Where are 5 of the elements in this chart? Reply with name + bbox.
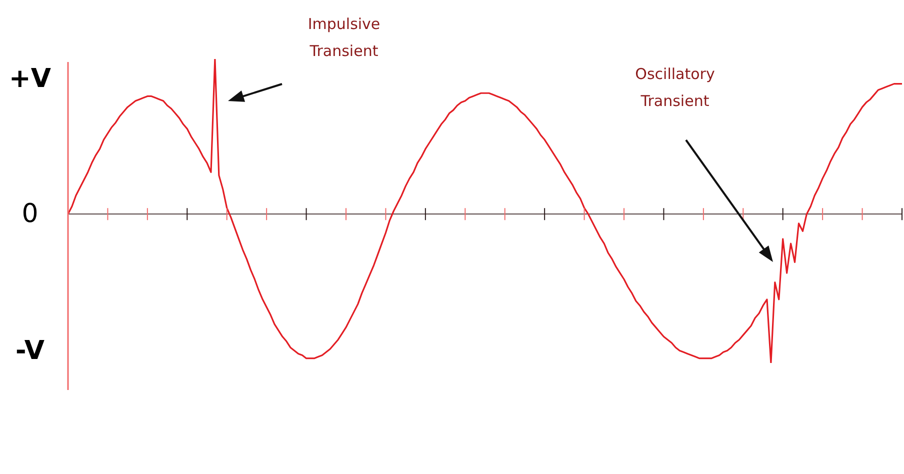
annotation: Impulsive Transient (308, 14, 380, 60)
annotation: Oscillatory Transient (635, 64, 715, 110)
text: +V (9, 64, 51, 94)
text: 0 (22, 198, 38, 229)
text: -V (15, 336, 45, 366)
